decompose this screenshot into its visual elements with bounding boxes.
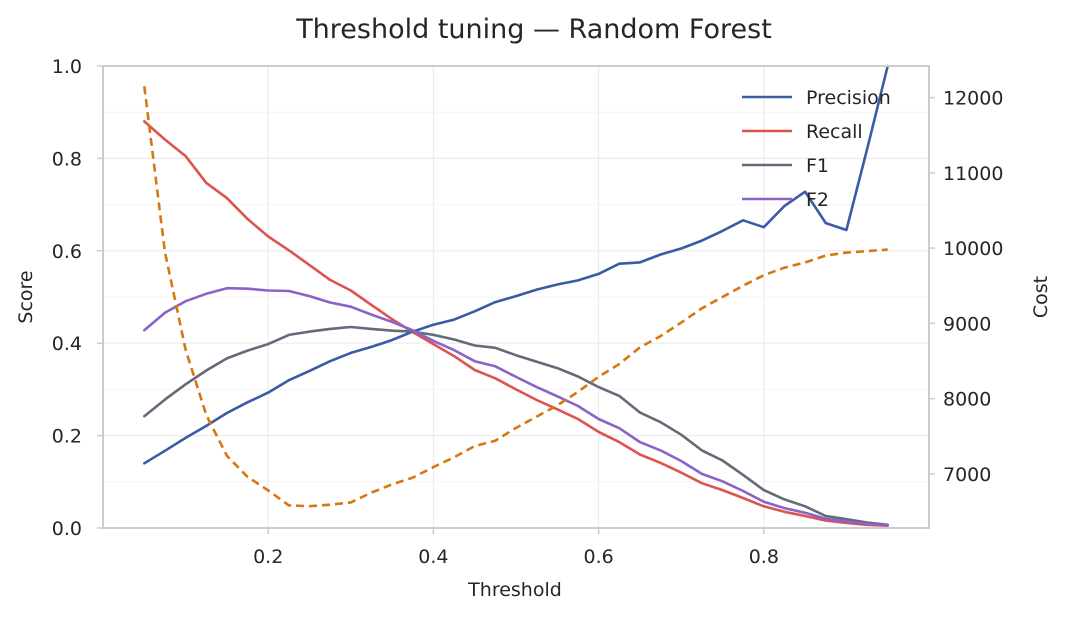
tick-labels: 0.2 0.4 0.6 0.8 0.0 0.2 0.4 0.6 0.8 1.0 7000 8000 90… [52,56,1004,568]
series-line-f2 [143,286,890,527]
y2-axis-label: Cost [1030,276,1052,318]
x-tick-label: 0.8 [749,546,779,568]
x-tick-label: 0.2 [253,546,283,568]
x-tick-label: 0.4 [418,546,448,568]
plot-border [102,65,930,529]
y-tick-label: 1.0 [52,56,82,78]
y-tick-label: 0.8 [52,148,82,170]
legend-label-f2: F2 [806,189,829,211]
chart-title: Threshold tuning — Random Forest [295,14,772,45]
y2-tick-label: 9000 [943,313,991,335]
series-line-f1 [143,325,890,527]
y2-tick-label: 10000 [943,238,1003,260]
y2-tick-label: 7000 [943,464,991,486]
legend: Precision Recall F1 F2 [742,87,891,211]
y2-tick-label: 8000 [943,389,991,411]
x-tick-label: 0.6 [583,546,613,568]
legend-label-precision: Precision [806,87,891,109]
y-tick-label: 0.6 [52,241,82,263]
series-line-recall [143,120,890,528]
y2-tick-label: 11000 [943,163,1003,185]
y-tick-label: 0.2 [52,426,82,448]
plot-frame [102,65,930,529]
series-layer [143,64,890,528]
y-axis-label: Score [15,270,37,323]
y-tick-label: 0.4 [52,333,82,355]
legend-label-recall: Recall [806,121,863,143]
y2-tick-label: 12000 [943,88,1003,110]
x-axis-label: Threshold [467,579,562,601]
series-line-precision [143,64,890,465]
y-tick-label: 0.0 [52,518,82,540]
legend-label-f1: F1 [806,155,829,177]
series-line-cost [143,86,888,508]
